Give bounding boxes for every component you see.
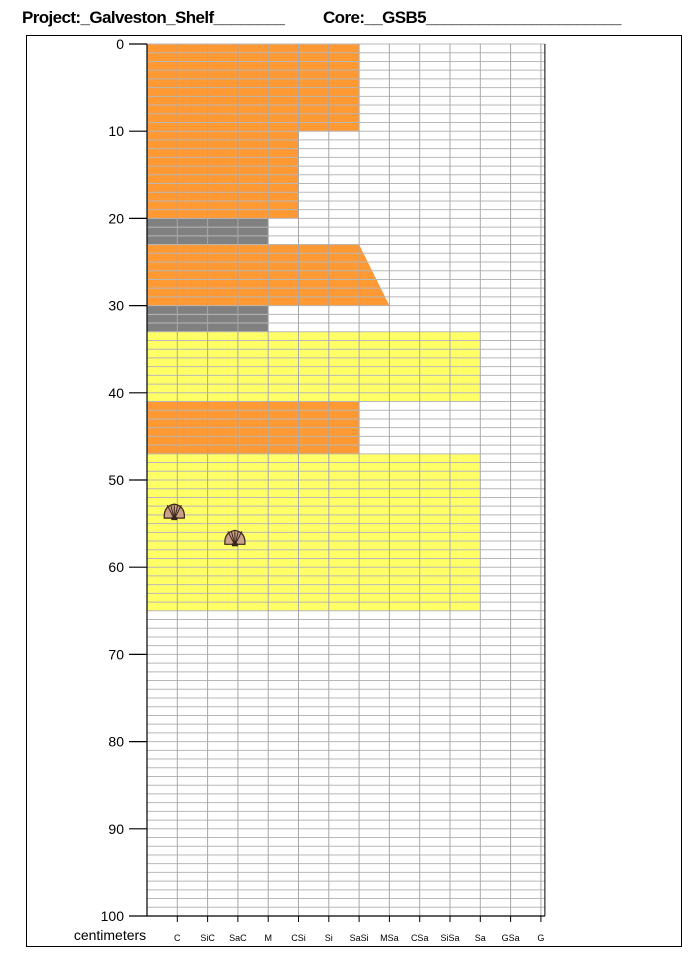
- shell-icon: [163, 503, 185, 521]
- depth-tick-label: 80: [108, 734, 124, 750]
- grain-tick-label: MSa: [380, 933, 399, 943]
- depth-tick-label: 70: [108, 646, 124, 662]
- grain-tick-label: C: [174, 933, 181, 943]
- depth-tick-label: 30: [108, 298, 124, 314]
- grain-tick-label: SaC: [229, 933, 247, 943]
- header: Project:_Galveston_Shelf________ Core:__G…: [22, 8, 621, 28]
- depth-tick-label: 20: [108, 210, 124, 226]
- grain-tick-label: Sa: [475, 933, 486, 943]
- grain-tick-label: SiSa: [440, 933, 459, 943]
- grain-tick-label: SiC: [200, 933, 215, 943]
- shell-symbols: [163, 503, 246, 547]
- depth-tick-label: 90: [108, 821, 124, 837]
- grain-tick-label: SaSi: [350, 933, 369, 943]
- depth-unit-label: centimeters: [74, 927, 146, 943]
- shell-icon: [224, 529, 246, 547]
- depth-tick-label: 100: [101, 908, 125, 924]
- depth-tick-label: 50: [108, 472, 124, 488]
- grain-tick-label: CSi: [291, 933, 306, 943]
- log-grid: [147, 43, 546, 917]
- log-frame: [26, 35, 682, 947]
- depth-tick-label: 10: [108, 123, 124, 139]
- grain-tick-label: Si: [325, 933, 333, 943]
- grain-tick-label: G: [537, 933, 544, 943]
- grain-tick-label: M: [264, 933, 272, 943]
- grain-tick-label: CSa: [411, 933, 429, 943]
- depth-tick-label: 40: [108, 385, 124, 401]
- lithology-intervals: [147, 44, 481, 611]
- depth-tick-label: 0: [116, 36, 124, 52]
- depth-tick-label: 60: [108, 559, 124, 575]
- grain-tick-label: GSa: [502, 933, 520, 943]
- core-label: Core:__GSB5______________________: [323, 8, 621, 27]
- project-label: Project:_Galveston_Shelf________: [22, 8, 285, 27]
